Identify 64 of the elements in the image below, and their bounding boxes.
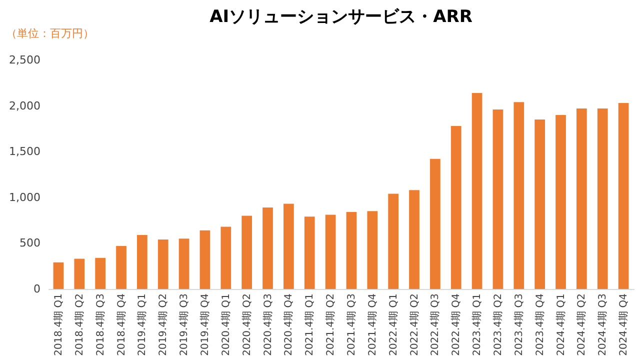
- bar: [325, 214, 336, 289]
- bar: [367, 211, 378, 289]
- bar: [514, 102, 524, 289]
- x-tick-label: 2018.4期 Q1: [52, 294, 64, 356]
- bar: [137, 234, 148, 289]
- x-tick-label: 2021.4期 Q2: [324, 294, 337, 356]
- x-tick-label: 2021.4期 Q4: [366, 294, 378, 356]
- x-tick-label: 2024.4期 Q3: [596, 294, 609, 356]
- x-tick-label: 2020.4期 Q1: [220, 294, 232, 356]
- bar: [472, 92, 482, 289]
- y-tick-label: 2,500: [9, 54, 40, 66]
- x-tick-label: 2022.4期 Q3: [429, 294, 442, 356]
- x-tick-label: 2018.4期 Q2: [73, 294, 86, 356]
- x-tick-label: 2020.4期 Q3: [262, 294, 274, 356]
- bar: [304, 216, 315, 289]
- x-tick-label: 2024.4期 Q1: [554, 294, 567, 356]
- bar: [220, 226, 232, 289]
- bar: [618, 103, 629, 289]
- x-tick-label: 2019.4期 Q3: [178, 294, 190, 356]
- bar: [262, 207, 273, 289]
- bar: [597, 108, 608, 289]
- y-tick-label: 1,000: [9, 190, 40, 204]
- x-tick-label: 2021.4期 Q3: [345, 294, 358, 356]
- bar: [450, 126, 462, 289]
- x-tick-label: 2019.4期 Q2: [157, 294, 170, 356]
- chart-title: AIソリューションサービス・ARR: [210, 7, 472, 27]
- x-tick-label: 2023.4期 Q1: [471, 294, 484, 356]
- y-tick-label: 500: [20, 236, 40, 250]
- x-tick-label: 2023.4期 Q4: [534, 294, 546, 356]
- bar: [492, 109, 504, 289]
- x-tick-label: 2023.4期 Q2: [492, 294, 504, 356]
- y-tick-label: 2,000: [9, 99, 40, 112]
- bar: [576, 108, 587, 289]
- y-tick-label: 0: [34, 282, 40, 296]
- x-tick-label: 2024.4期 Q2: [576, 294, 588, 356]
- x-tick-label: 2020.4期 Q2: [240, 294, 253, 356]
- bar: [200, 230, 210, 289]
- bar: [116, 246, 126, 289]
- y-tick-label: 1,500: [9, 145, 40, 158]
- x-tick-label: 2023.4期 Q3: [512, 294, 525, 356]
- bar: [242, 216, 252, 289]
- x-tick-label: 2024.4期 Q4: [618, 294, 630, 356]
- x-tick-label: 2019.4期 Q1: [136, 294, 148, 356]
- bar: [556, 114, 566, 289]
- bar: [158, 240, 168, 289]
- bar: [74, 258, 85, 289]
- text: （単位：百万円）: [6, 26, 94, 41]
- bar: [178, 238, 190, 289]
- x-tick-label: 2020.4期 Q4: [282, 294, 295, 356]
- x-tick-label: 2022.4期 Q1: [387, 294, 400, 356]
- bar: [430, 158, 440, 289]
- bar: [534, 120, 545, 289]
- x-tick-label: 2022.4期 Q4: [450, 294, 462, 356]
- bar: [346, 212, 357, 289]
- bar: [388, 194, 398, 289]
- bar: [95, 258, 106, 289]
- bar: [409, 190, 420, 289]
- bar: [284, 204, 294, 289]
- bar: [53, 262, 64, 289]
- x-tick-label: 2018.4期 Q4: [115, 294, 128, 356]
- x-tick-label: 2021.4期 Q1: [304, 294, 316, 356]
- x-tick-label: 2022.4期 Q2: [408, 294, 420, 356]
- x-tick-label: 2019.4期 Q4: [198, 294, 211, 356]
- x-tick-label: 2018.4期 Q3: [94, 294, 106, 356]
